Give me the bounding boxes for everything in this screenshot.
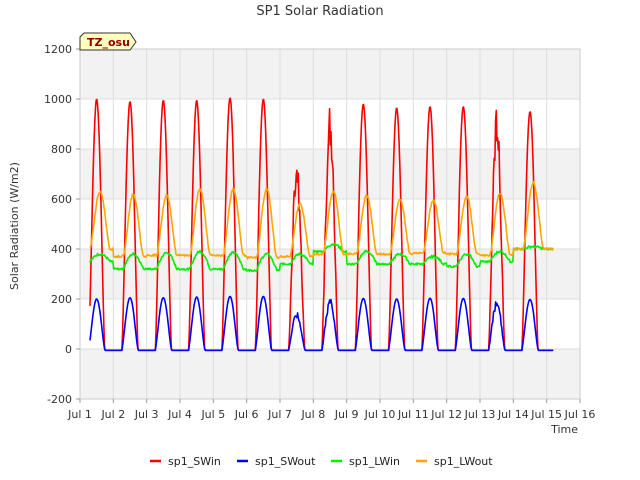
x-tick-label: Jul 7 — [267, 408, 292, 421]
grid-bands — [80, 49, 580, 399]
x-axis-title: Time — [550, 423, 578, 436]
series-layer — [89, 97, 554, 352]
legend-label-sp1_LWin: sp1_LWin — [349, 455, 400, 468]
plot-background — [80, 49, 580, 399]
y-tick-label: 600 — [51, 193, 72, 206]
grid-band — [80, 149, 580, 199]
x-tick-label: Jul 4 — [167, 408, 192, 421]
legend-label-sp1_LWout: sp1_LWout — [434, 455, 493, 468]
x-tick-label: Jul 14 — [497, 408, 529, 421]
x-tick-label: Jul 12 — [430, 408, 462, 421]
y-tick-label: 400 — [51, 243, 72, 256]
series-line-sp1_LWin — [89, 242, 554, 273]
y-tick-label: 1200 — [44, 43, 72, 56]
series-line-sp1_SWout — [89, 295, 554, 352]
x-tick-label: Jul 5 — [200, 408, 225, 421]
x-tick-label: Jul 8 — [300, 408, 325, 421]
site-label-box: TZ_osu — [79, 32, 137, 51]
y-tick-label: 200 — [51, 293, 72, 306]
plot-frame — [79, 48, 581, 400]
grid-band — [80, 249, 580, 299]
x-tick-label: Jul 16 — [564, 408, 596, 421]
y-tick-label: -200 — [47, 393, 72, 406]
site-label: TZ_osu — [87, 36, 130, 49]
x-tick-label: Jul 1 — [67, 408, 92, 421]
grid-band — [80, 49, 580, 99]
y-axis-ticks: -200 0 200 400 600 800 1000 1200 — [44, 43, 80, 406]
x-tick-label: Jul 3 — [134, 408, 159, 421]
x-axis-ticks: Jul 1 Jul 2 Jul 3 Jul 4 Jul 5 Jul 6 Jul 7 Jul 8… — [67, 399, 595, 421]
x-tick-label: Jul 15 — [530, 408, 562, 421]
x-tick-label: Jul 11 — [397, 408, 429, 421]
x-tick-label: Jul 10 — [364, 408, 396, 421]
x-tick-label: Jul 13 — [464, 408, 496, 421]
y-axis-title: Solar Radiation (W/m2) — [8, 162, 21, 290]
series-line-sp1_LWout — [89, 180, 554, 260]
legend-label-sp1_SWout: sp1_SWout — [255, 455, 316, 468]
legend-label-sp1_SWin: sp1_SWin — [168, 455, 221, 468]
chart-title: SP1 Solar Radiation — [256, 4, 383, 19]
y-tick-label: 800 — [51, 143, 72, 156]
y-tick-label: 1000 — [44, 93, 72, 106]
grid-band — [80, 349, 580, 399]
x-tick-label: Jul 2 — [100, 408, 125, 421]
y-tick-label: 0 — [65, 343, 72, 356]
legend: sp1_SWin sp1_SWout sp1_LWin sp1_LWout — [150, 455, 493, 468]
x-tick-label: Jul 9 — [334, 408, 359, 421]
x-tick-label: Jul 6 — [234, 408, 259, 421]
